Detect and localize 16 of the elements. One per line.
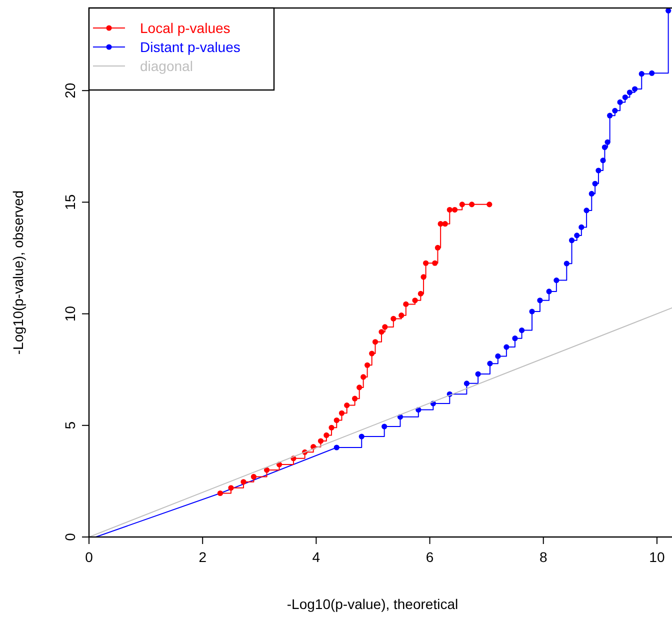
x-tick-label: 2 [198, 549, 207, 565]
x-tick-label: 0 [85, 549, 94, 565]
y-tick-label: 0 [62, 532, 78, 541]
legend-label: Local p-values [140, 20, 230, 36]
x-tick-label: 6 [426, 549, 434, 565]
y-axis-title: -Log10(p-value), observed [10, 190, 26, 355]
legend-label: diagonal [140, 58, 193, 74]
y-tick-label: 10 [62, 306, 78, 322]
x-tick-label: 4 [312, 549, 320, 565]
y-tick-label: 5 [62, 421, 78, 430]
y-tick-label: 20 [62, 82, 78, 98]
legend-label: Distant p-values [140, 39, 240, 55]
y-tick-label: 15 [62, 194, 78, 210]
x-tick-label: 10 [649, 549, 665, 565]
x-axis-title: -Log10(p-value), theoretical [286, 596, 458, 612]
x-tick-label: 8 [539, 549, 548, 565]
